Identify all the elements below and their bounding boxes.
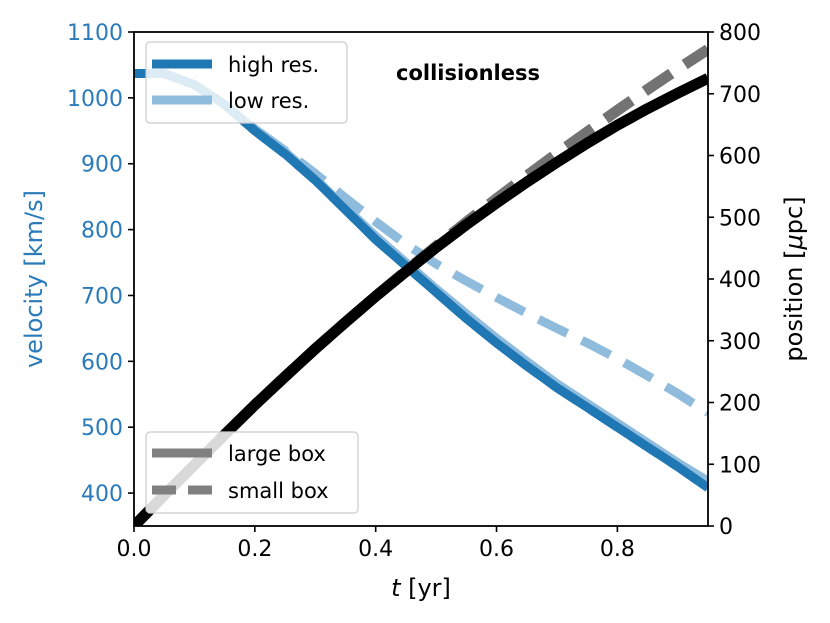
y-left-tick-label: 900 xyxy=(81,153,123,178)
x-tick-label: 0.6 xyxy=(479,537,514,562)
y-left-tick-label: 500 xyxy=(81,416,123,441)
annotation: collisionless xyxy=(396,61,540,85)
y-axis-right-label: position [μpc] xyxy=(780,196,808,361)
y-right-tick-label: 500 xyxy=(719,206,761,231)
y-right-tick-label: 300 xyxy=(719,330,761,355)
y-left-tick-label: 800 xyxy=(81,219,123,244)
series-line-position-large-box xyxy=(134,73,708,526)
x-axis-label: t [yr] xyxy=(391,574,451,602)
x-tick-label: 0.0 xyxy=(117,537,152,562)
series-line-high-res xyxy=(134,69,708,492)
y-right-tick-label: 600 xyxy=(719,145,761,170)
y-right-tick-label: 800 xyxy=(719,21,761,46)
y-left-tick-label: 1100 xyxy=(67,21,123,46)
legend-label-high-res: high res. xyxy=(228,53,319,77)
y-left-tick-label: 1000 xyxy=(67,87,123,112)
legend-bottom: large box small box xyxy=(145,431,359,514)
x-tick-label: 0.2 xyxy=(237,537,272,562)
y-axis-left-label: velocity [km/s] xyxy=(20,190,48,368)
legend-label-low-res: low res. xyxy=(228,89,309,113)
y-axis-left: 400 500 600 700 800 900 1000 1100 xyxy=(67,21,134,507)
legend-label-large-box: large box xyxy=(228,442,326,466)
y-right-tick-label: 700 xyxy=(719,83,761,108)
y-left-tick-label: 600 xyxy=(81,350,123,375)
y-left-tick-label: 700 xyxy=(81,284,123,309)
y-right-tick-label: 0 xyxy=(719,515,733,540)
legend-top: high res. low res. xyxy=(145,41,348,124)
y-axis-right: 0 100 200 300 400 500 600 700 800 xyxy=(708,21,761,540)
y-right-tick-label: 100 xyxy=(719,453,761,478)
y-right-tick-label: 400 xyxy=(719,268,761,293)
x-axis: 0.0 0.2 0.4 0.6 0.8 xyxy=(117,526,635,562)
legend-label-small-box: small box xyxy=(228,479,329,503)
y-right-tick-label: 200 xyxy=(719,392,761,417)
x-tick-label: 0.4 xyxy=(358,537,393,562)
x-tick-label: 0.8 xyxy=(600,537,635,562)
y-left-tick-label: 400 xyxy=(81,482,123,507)
